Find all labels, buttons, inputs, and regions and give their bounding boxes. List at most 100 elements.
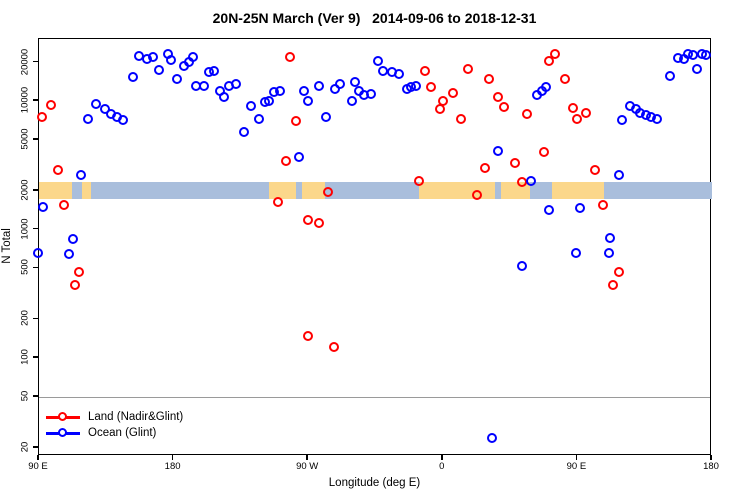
ocean-data-point: [526, 175, 537, 186]
x-tick-label: 180: [164, 461, 181, 472]
land-data-point: [437, 96, 448, 107]
land-legend-circle: [58, 412, 67, 421]
ocean-data-point: [349, 76, 360, 87]
ocean-data-point: [171, 73, 182, 84]
land-data-point: [303, 214, 314, 225]
land-data-point: [322, 186, 333, 197]
y-tick-mark: [33, 189, 38, 191]
legend: Land (Nadir&Glint) Ocean (Glint): [46, 409, 183, 441]
land-data-point: [560, 73, 571, 84]
ocean-data-point: [238, 126, 249, 137]
coast-band-land-segment: [551, 182, 605, 200]
ocean-data-point: [68, 233, 79, 244]
x-tick-label: 180: [703, 461, 719, 472]
x-tick-mark: [37, 455, 39, 460]
land-data-point: [472, 189, 483, 200]
x-tick-label: 90 E: [28, 461, 48, 472]
coast-band-land-segment: [302, 182, 325, 200]
ocean-data-point: [38, 202, 49, 213]
land-data-point: [463, 63, 474, 74]
land-data-point: [273, 197, 284, 208]
land-data-point: [45, 100, 56, 111]
ocean-data-point: [313, 81, 324, 92]
coast-band-land-segment: [39, 182, 72, 200]
ocean-data-point: [701, 49, 712, 60]
y-tick-label: 500: [19, 259, 31, 276]
ocean-data-point: [198, 80, 209, 91]
x-tick-mark: [306, 455, 308, 460]
y-tick-label: 10000: [19, 86, 31, 114]
ocean-data-point: [32, 247, 43, 258]
legend-label-ocean: Ocean (Glint): [88, 427, 157, 439]
ocean-data-point: [83, 113, 94, 124]
ocean-data-point: [575, 202, 586, 213]
land-data-point: [69, 280, 80, 291]
y-axis-label: N Total: [1, 228, 13, 264]
y-tick-mark: [33, 266, 38, 269]
land-data-point: [521, 108, 532, 119]
land-data-point: [597, 199, 608, 210]
reference-line-50: [39, 396, 710, 399]
ocean-data-point: [298, 85, 309, 96]
land-data-point: [479, 163, 490, 174]
ocean-data-point: [303, 96, 314, 107]
ocean-data-point: [570, 247, 581, 258]
y-tick-mark: [33, 395, 38, 397]
ocean-data-point: [366, 88, 376, 99]
x-tick-mark: [710, 455, 712, 460]
ocean-data-point: [246, 100, 257, 111]
ocean-data-point: [493, 145, 504, 156]
land-data-point: [608, 280, 619, 291]
x-tick-label: 90 E: [566, 461, 587, 472]
ocean-data-point: [605, 233, 616, 244]
land-data-point: [313, 217, 324, 228]
land-data-point: [493, 91, 504, 102]
y-tick-label: 20000: [19, 48, 31, 75]
ocean-data-point: [617, 114, 628, 125]
coast-band-ocean: [39, 182, 712, 200]
legend-label-land: Land (Nadir&Glint): [88, 411, 184, 423]
land-data-point: [280, 156, 291, 167]
ocean-data-point: [147, 51, 158, 62]
land-data-point: [455, 113, 466, 124]
ocean-data-point: [188, 51, 199, 62]
land-data-point: [303, 330, 314, 341]
land-data-point: [509, 158, 520, 169]
legend-item-land: Land (Nadir&Glint): [46, 409, 183, 425]
ocean-data-point: [90, 99, 101, 110]
ocean-data-point: [321, 111, 332, 122]
ocean-data-point: [410, 81, 421, 92]
ocean-data-point: [264, 96, 275, 107]
ocean-data-point: [692, 63, 703, 74]
land-data-point: [74, 266, 85, 277]
ocean-data-point: [665, 70, 676, 81]
x-tick-mark: [171, 455, 174, 460]
ocean-data-point: [543, 205, 554, 216]
land-data-point: [549, 49, 560, 60]
ocean-data-point: [274, 85, 285, 96]
y-tick-label: 20: [19, 441, 31, 453]
legend-item-ocean: Ocean (Glint): [46, 425, 183, 441]
y-tick-mark: [33, 60, 38, 63]
land-data-point: [425, 81, 436, 92]
land-data-point: [328, 342, 339, 353]
ocean-data-point: [294, 151, 305, 162]
land-data-point: [484, 73, 495, 84]
ocean-data-point: [219, 91, 230, 102]
x-tick-label: 0: [439, 461, 445, 472]
coast-band-land-segment: [418, 182, 496, 200]
land-data-point: [59, 199, 70, 210]
ocean-data-point: [614, 170, 625, 181]
ocean-data-point: [63, 248, 74, 259]
x-axis-label: Longitude (deg E): [328, 477, 421, 489]
y-tick-mark: [33, 317, 38, 320]
ocean-data-point: [334, 79, 345, 90]
land-data-point: [36, 112, 47, 123]
land-data-point: [53, 165, 64, 176]
x-tick-mark: [575, 455, 578, 460]
land-data-point: [419, 65, 430, 76]
land-data-point: [285, 52, 296, 63]
coast-band-land-segment: [269, 182, 297, 200]
land-data-point: [413, 175, 424, 186]
land-data-point: [499, 102, 510, 113]
